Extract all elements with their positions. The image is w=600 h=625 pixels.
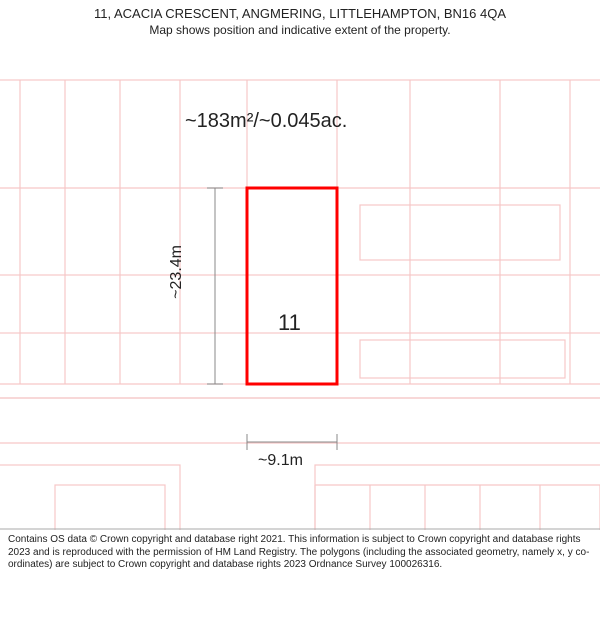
map-canvas: ~183m²/~0.045ac. ~23.4m ~9.1m 11 bbox=[0, 40, 600, 530]
map-subtitle: Map shows position and indicative extent… bbox=[10, 23, 590, 39]
width-dimension-label: ~9.1m bbox=[258, 452, 303, 470]
area-label: ~183m²/~0.045ac. bbox=[185, 110, 347, 133]
header: 11, ACACIA CRESCENT, ANGMERING, LITTLEHA… bbox=[0, 0, 600, 40]
address-title: 11, ACACIA CRESCENT, ANGMERING, LITTLEHA… bbox=[10, 6, 590, 23]
parcel-number: 11 bbox=[278, 310, 301, 336]
footer-copyright: Contains OS data © Crown copyright and d… bbox=[0, 530, 600, 578]
height-dimension-label: ~23.4m bbox=[168, 245, 186, 299]
